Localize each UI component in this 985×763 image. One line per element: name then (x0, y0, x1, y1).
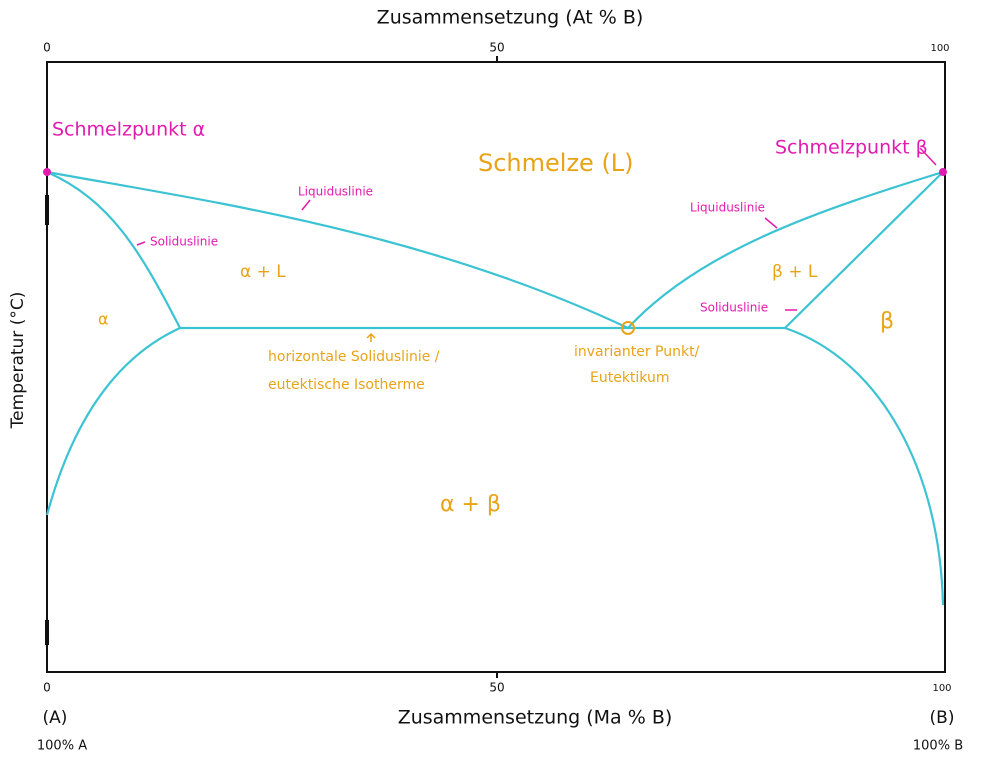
left-axis-title: Temperatur (°C) (8, 292, 28, 430)
label: β (880, 309, 894, 334)
melt-point-marker (43, 168, 51, 176)
label: Schmelzpunkt α (52, 119, 205, 141)
label: Soliduslinie (700, 301, 768, 315)
label: Soliduslinie (150, 235, 218, 249)
liquidus-left (46, 170, 629, 329)
top-tick: 100 (930, 43, 949, 54)
label: eutektische Isotherme (268, 377, 425, 393)
top-axis-title: Zusammensetzung (At % B) (377, 7, 644, 29)
bottom-tick: 100 (932, 683, 951, 694)
label: α (98, 310, 109, 329)
label: Eutektikum (590, 370, 670, 386)
top-tick: 50 (489, 41, 504, 55)
solvus-left (45, 326, 181, 516)
label: horizontale Soliduslinie / (268, 349, 440, 365)
solvus-right (784, 326, 945, 606)
solidus-right (784, 171, 944, 329)
end-sub: 100% B (913, 739, 963, 754)
label: Schmelze (L) (478, 149, 634, 177)
bottom-axis-title: Zusammensetzung (Ma % B) (398, 707, 673, 729)
label: invarianter Punkt/ (574, 344, 700, 360)
end-label: (A) (43, 708, 68, 728)
eutectic-point (621, 321, 635, 335)
solidus-left (46, 170, 181, 329)
liquidus-right (627, 170, 944, 329)
phase-lines (45, 170, 945, 606)
tick-marks (45, 56, 498, 678)
pointer-arrows (136, 147, 937, 311)
bottom-tick: 0 (43, 681, 51, 695)
top-tick: 0 (43, 41, 51, 55)
label: Liquiduslinie (690, 201, 765, 215)
label: Schmelzpunkt β (775, 137, 928, 159)
label: β + L (772, 262, 818, 282)
end-label: (B) (930, 708, 955, 728)
bottom-tick: 50 (489, 681, 504, 695)
melt-point-marker (939, 168, 947, 176)
end-sub: 100% A (37, 739, 87, 754)
label: Liquiduslinie (298, 185, 373, 199)
pointer-arrow (366, 332, 376, 342)
label: α + β (440, 492, 501, 517)
label: α + L (240, 262, 286, 282)
